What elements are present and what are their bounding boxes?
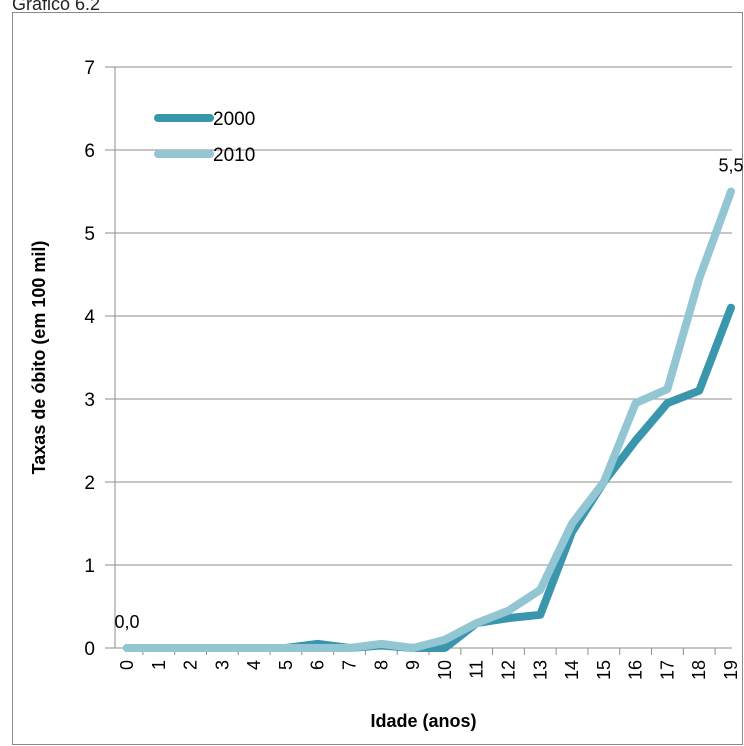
y-tick-label: 7 [84,58,95,79]
chart-frame [12,12,743,745]
y-tick-label: 2 [84,473,95,494]
y-axis-title: Taxas de óbito (em 100 mil) [29,241,49,475]
x-tick-label: 15 [594,660,614,680]
x-tick-label: 11 [467,660,487,679]
series-lines [123,187,735,652]
x-tick-label: 0 [117,660,137,670]
x-tick-label: 2 [181,660,201,670]
x-tick-label: 3 [212,660,232,670]
x-tick-label: 16 [626,660,646,680]
legend-label-2010: 2010 [213,145,255,166]
data-label: 5,5 [718,156,743,176]
x-tick-label: 13 [530,660,550,680]
y-tick-label: 4 [84,307,95,328]
data-label: 0,0 [114,612,139,632]
legend: 2000 2010 [154,109,255,166]
x-tick-label: 10 [435,660,455,680]
gridlines [105,66,732,655]
x-tick-label: 4 [244,660,264,670]
series-line-2010 [123,187,735,652]
x-tick-label: 14 [562,660,582,680]
data-labels: 0,0 5,5 [114,156,743,633]
legend-label-2000: 2000 [213,109,255,130]
y-tick-label: 0 [84,639,95,660]
x-tick-label: 19 [721,660,741,680]
y-tick-label: 5 [84,224,95,245]
x-tick-label: 1 [149,660,169,670]
x-tick-label: 6 [308,660,328,670]
x-tick-label: 5 [276,660,296,670]
x-tick-label: 17 [657,660,677,680]
y-tick-label: 6 [84,141,95,162]
y-tick-label: 1 [84,556,95,577]
x-tick-label: 8 [371,660,391,670]
x-axis-title: Idade (anos) [370,711,476,731]
x-tick-label: 18 [689,660,709,680]
x-tick-label: 12 [498,660,518,680]
series-line-2000 [123,303,735,652]
x-tick-label: 9 [403,660,423,670]
y-tick-label: 3 [84,390,95,411]
x-tick-label: 7 [340,660,360,670]
figure-label: Gráfico 6.2 [12,0,101,14]
